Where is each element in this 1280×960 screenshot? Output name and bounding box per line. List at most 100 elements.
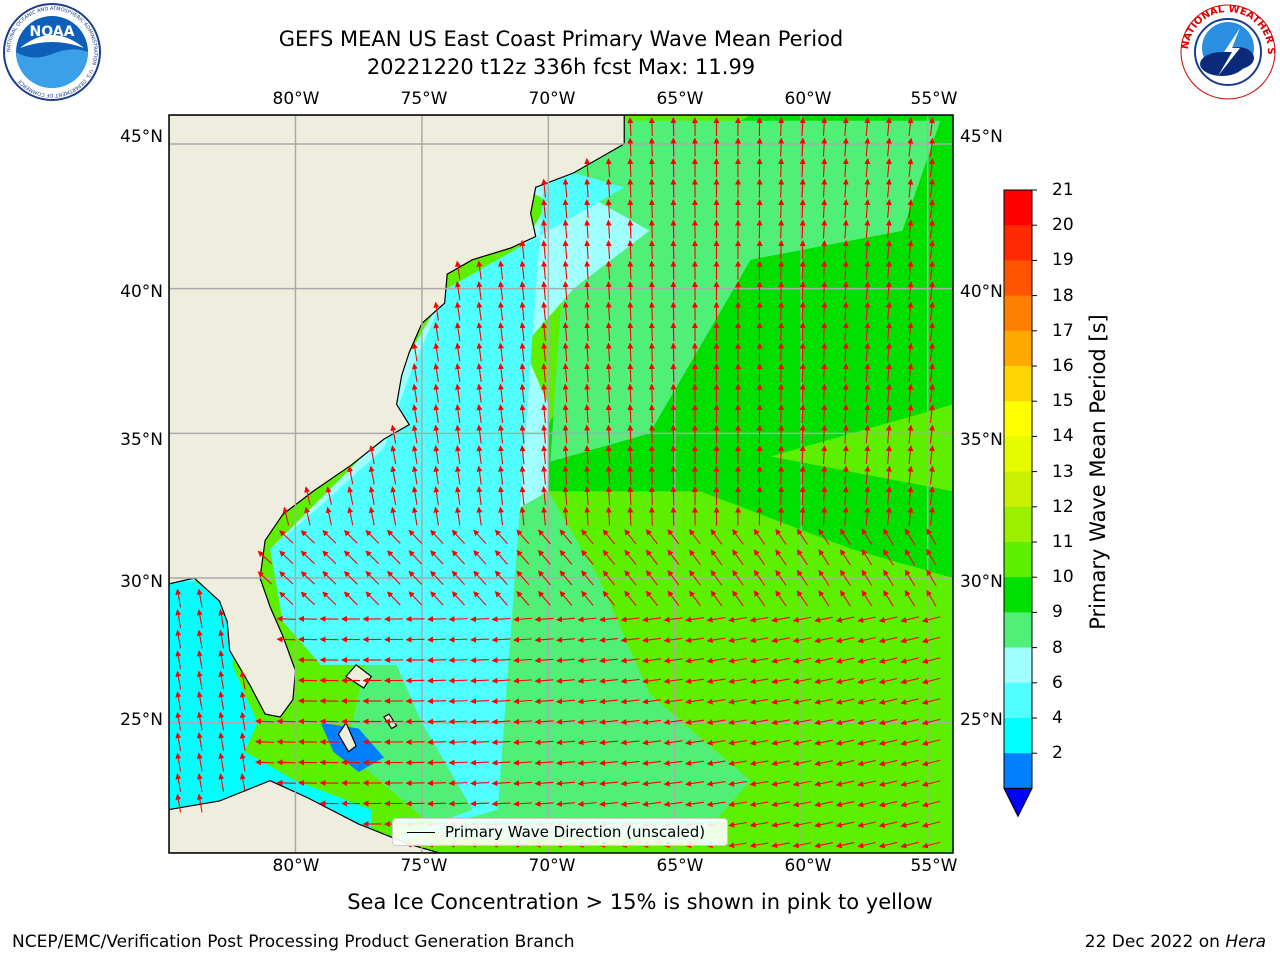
wave-vector — [900, 677, 919, 685]
wave-vector — [642, 760, 661, 766]
wave-vector — [732, 528, 744, 545]
wave-vector — [778, 383, 785, 403]
wave-vector — [605, 199, 612, 219]
colorbar-extend-arrow — [1003, 787, 1033, 818]
wave-vector — [541, 404, 548, 424]
wave-vector — [749, 760, 769, 767]
wave-vector — [427, 616, 447, 623]
wave-vector — [411, 445, 418, 464]
date-text: 22 Dec 2022 on Hera — [1085, 932, 1266, 952]
wave-vector — [498, 281, 504, 301]
wave-vector — [605, 260, 612, 280]
wave-vector — [476, 383, 483, 403]
wave-vector — [494, 591, 508, 606]
wave-vector — [451, 570, 465, 585]
wave-vector — [584, 240, 591, 260]
wave-vector — [498, 342, 504, 362]
wave-vector — [584, 199, 591, 219]
wave-vector — [792, 637, 812, 644]
wave-vector — [577, 759, 597, 766]
wave-vector — [835, 842, 855, 849]
wave-vector — [491, 759, 511, 766]
colorbar-segment — [1004, 190, 1032, 226]
wave-vector — [821, 137, 828, 157]
wave-vector — [864, 301, 871, 321]
wave-vector — [861, 549, 873, 566]
wave-vector — [732, 569, 744, 586]
wave-vector — [577, 780, 597, 787]
wave-vector — [322, 591, 337, 606]
wave-vector — [627, 383, 634, 403]
wave-vector — [577, 698, 597, 705]
wave-vector — [498, 383, 504, 403]
wave-vector — [196, 650, 203, 669]
wave-vector — [627, 158, 634, 178]
wave-vector — [799, 117, 806, 137]
wave-vector — [878, 677, 898, 685]
wave-vector — [928, 219, 935, 239]
wave-vector — [196, 752, 203, 772]
wave-vector — [534, 800, 554, 807]
wave-vector — [799, 219, 806, 239]
wave-vector — [584, 383, 591, 403]
wave-vector — [433, 486, 440, 505]
colorbar-tick-label: 9 — [1052, 602, 1063, 623]
wave-vector — [433, 363, 440, 382]
wave-vector — [476, 301, 483, 321]
wave-vector — [300, 591, 315, 606]
wave-vector — [857, 718, 876, 726]
wave-vector — [577, 636, 597, 643]
wave-vector — [408, 550, 423, 565]
wave-vector — [476, 445, 483, 464]
wave-vector — [365, 591, 380, 606]
wave-vector — [821, 117, 828, 137]
wave-vector — [799, 260, 806, 280]
wave-vector — [562, 363, 569, 383]
wave-vector — [749, 637, 769, 644]
lat-label-left: 35°N — [120, 430, 163, 450]
wave-vector — [620, 780, 640, 787]
wave-vector — [498, 424, 504, 444]
wave-vector — [928, 404, 935, 424]
wave-vector — [276, 738, 296, 745]
wave-vector — [627, 260, 634, 280]
wave-vector — [706, 616, 726, 623]
wave-vector — [627, 199, 634, 219]
wave-vector — [562, 465, 569, 485]
wave-vector — [498, 322, 504, 342]
wave-vector — [883, 589, 894, 607]
wave-vector — [821, 240, 828, 260]
wave-vector — [842, 137, 849, 157]
wave-vector — [928, 301, 935, 321]
wave-vector — [900, 657, 919, 664]
map-legend: Primary Wave Direction (unscaled) — [392, 818, 728, 846]
wave-vector — [648, 301, 655, 321]
wave-vector — [620, 616, 640, 623]
wave-vector — [864, 137, 871, 157]
wave-vector — [883, 548, 894, 566]
wave-vector — [239, 670, 246, 690]
wave-vector — [928, 260, 935, 280]
wave-vector — [928, 178, 935, 198]
wave-vector — [648, 363, 655, 383]
noaa-logo-text: NOAA — [30, 24, 75, 40]
wave-vector — [904, 569, 916, 586]
wave-vector — [624, 529, 637, 545]
wave-vector — [921, 636, 941, 644]
wave-vector — [710, 590, 723, 607]
wave-vector — [799, 240, 806, 260]
wave-vector — [864, 178, 871, 198]
colorbar-segment — [1004, 436, 1032, 473]
wave-vector — [792, 657, 812, 664]
wave-vector — [627, 486, 634, 506]
wave-vector — [218, 650, 225, 669]
wave-vector — [454, 383, 461, 403]
wave-vector — [864, 363, 871, 383]
wave-vector — [878, 718, 898, 726]
wave-vector — [408, 591, 423, 606]
wave-vector — [599, 616, 619, 623]
wave-vector — [775, 569, 787, 586]
wave-vector — [799, 342, 806, 362]
wave-vector — [835, 698, 855, 705]
wave-vector — [470, 657, 490, 664]
